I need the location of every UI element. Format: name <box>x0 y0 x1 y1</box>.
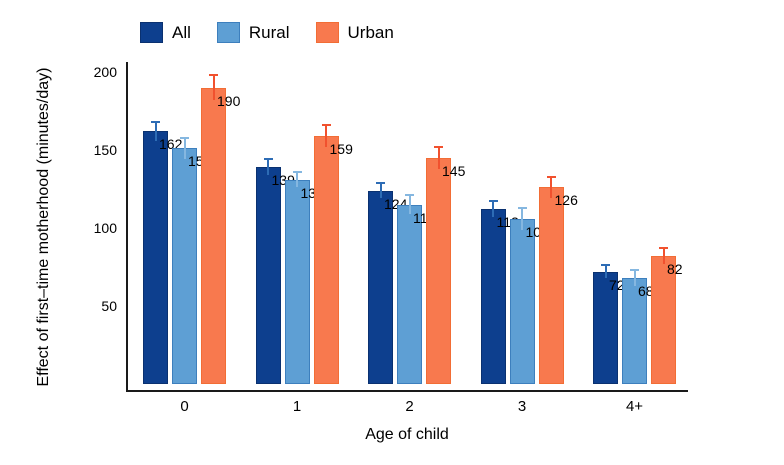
error-bar-cap <box>434 145 443 148</box>
bar-value-label: 68 <box>638 282 654 299</box>
bar-rural-age-4+ <box>622 277 647 384</box>
y-tick-label: 200 <box>93 64 117 80</box>
bar-value-label: 82 <box>667 261 683 278</box>
bar-all-age-0 <box>143 131 168 384</box>
y-tick-label: 100 <box>93 220 117 236</box>
bar-value-label: 159 <box>329 140 353 157</box>
error-bar <box>379 182 382 199</box>
bar-value-label: 72 <box>609 276 625 293</box>
x-tick-label: 0 <box>180 398 189 415</box>
error-bar-cap <box>405 194 414 197</box>
x-tick-label: 2 <box>405 398 414 415</box>
x-tick-label: 1 <box>292 398 302 415</box>
error-bar <box>437 146 440 169</box>
legend-label: Urban <box>347 22 394 42</box>
x-tick-label: 3 <box>517 398 527 415</box>
error-bar <box>267 159 269 175</box>
legend-label: All <box>172 22 191 42</box>
bar-all-age-3 <box>480 209 506 384</box>
legend-item-all: All <box>140 22 191 43</box>
y-tick-label: 150 <box>93 142 117 158</box>
legend-item-rural: Rural <box>216 22 290 43</box>
error-bar-cap <box>292 170 302 173</box>
error-bar <box>633 270 636 286</box>
bar-urban-age-1 <box>313 135 339 384</box>
bar-all-age-1 <box>255 167 281 384</box>
error-bar-cap <box>601 264 610 267</box>
error-bar-cap <box>659 247 668 250</box>
error-bar <box>408 195 411 214</box>
y-tick-label: 50 <box>101 298 117 314</box>
error-bar <box>154 121 157 141</box>
bar-rural-age-0 <box>172 148 197 384</box>
error-bar <box>183 137 186 160</box>
bar-all-age-4+ <box>593 271 618 384</box>
bar-all-age-2 <box>368 190 393 384</box>
bar-urban-age-3 <box>538 187 564 384</box>
error-bar <box>550 176 552 199</box>
error-bar <box>521 207 523 230</box>
legend: All Rural Urban <box>140 22 394 43</box>
error-bar-cap <box>488 200 498 203</box>
x-axis-title: Age of child <box>365 426 449 443</box>
error-bar-cap <box>180 136 189 139</box>
error-bar-cap <box>630 269 639 272</box>
legend-swatch-icon <box>315 22 339 43</box>
bar-urban-age-0 <box>201 87 226 384</box>
bar-urban-age-2 <box>426 157 451 384</box>
legend-item-urban: Urban <box>315 22 394 43</box>
bar-rural-age-3 <box>509 218 535 384</box>
x-tick-label: 4+ <box>625 398 644 415</box>
y-axis-title: Effect of first–time motherhood (minutes… <box>35 67 52 387</box>
error-bar-cap <box>209 74 218 77</box>
bar-value-label: 145 <box>442 162 466 179</box>
error-bar <box>662 248 665 264</box>
error-bar <box>604 265 607 278</box>
bar-urban-age-4+ <box>651 256 676 384</box>
bar-value-label: 126 <box>554 192 578 209</box>
error-bar <box>296 171 298 188</box>
error-bar-cap <box>321 124 331 127</box>
y-axis-line <box>126 62 128 392</box>
error-bar-cap <box>151 120 160 123</box>
error-bar <box>212 75 215 101</box>
bar-rural-age-1 <box>284 179 310 384</box>
error-bar-cap <box>263 158 273 161</box>
legend-label: Rural <box>248 22 290 42</box>
error-bar <box>325 125 327 147</box>
error-bar-cap <box>546 175 556 178</box>
error-bar <box>492 201 494 218</box>
error-bar-cap <box>517 206 527 209</box>
error-bar-cap <box>376 181 385 184</box>
legend-swatch-icon <box>216 22 240 43</box>
bar-value-label: 162 <box>159 136 183 153</box>
bar-rural-age-2 <box>397 204 422 384</box>
x-axis-line <box>126 390 688 392</box>
bar-value-label: 190 <box>217 92 241 109</box>
legend-swatch-icon <box>140 22 163 43</box>
